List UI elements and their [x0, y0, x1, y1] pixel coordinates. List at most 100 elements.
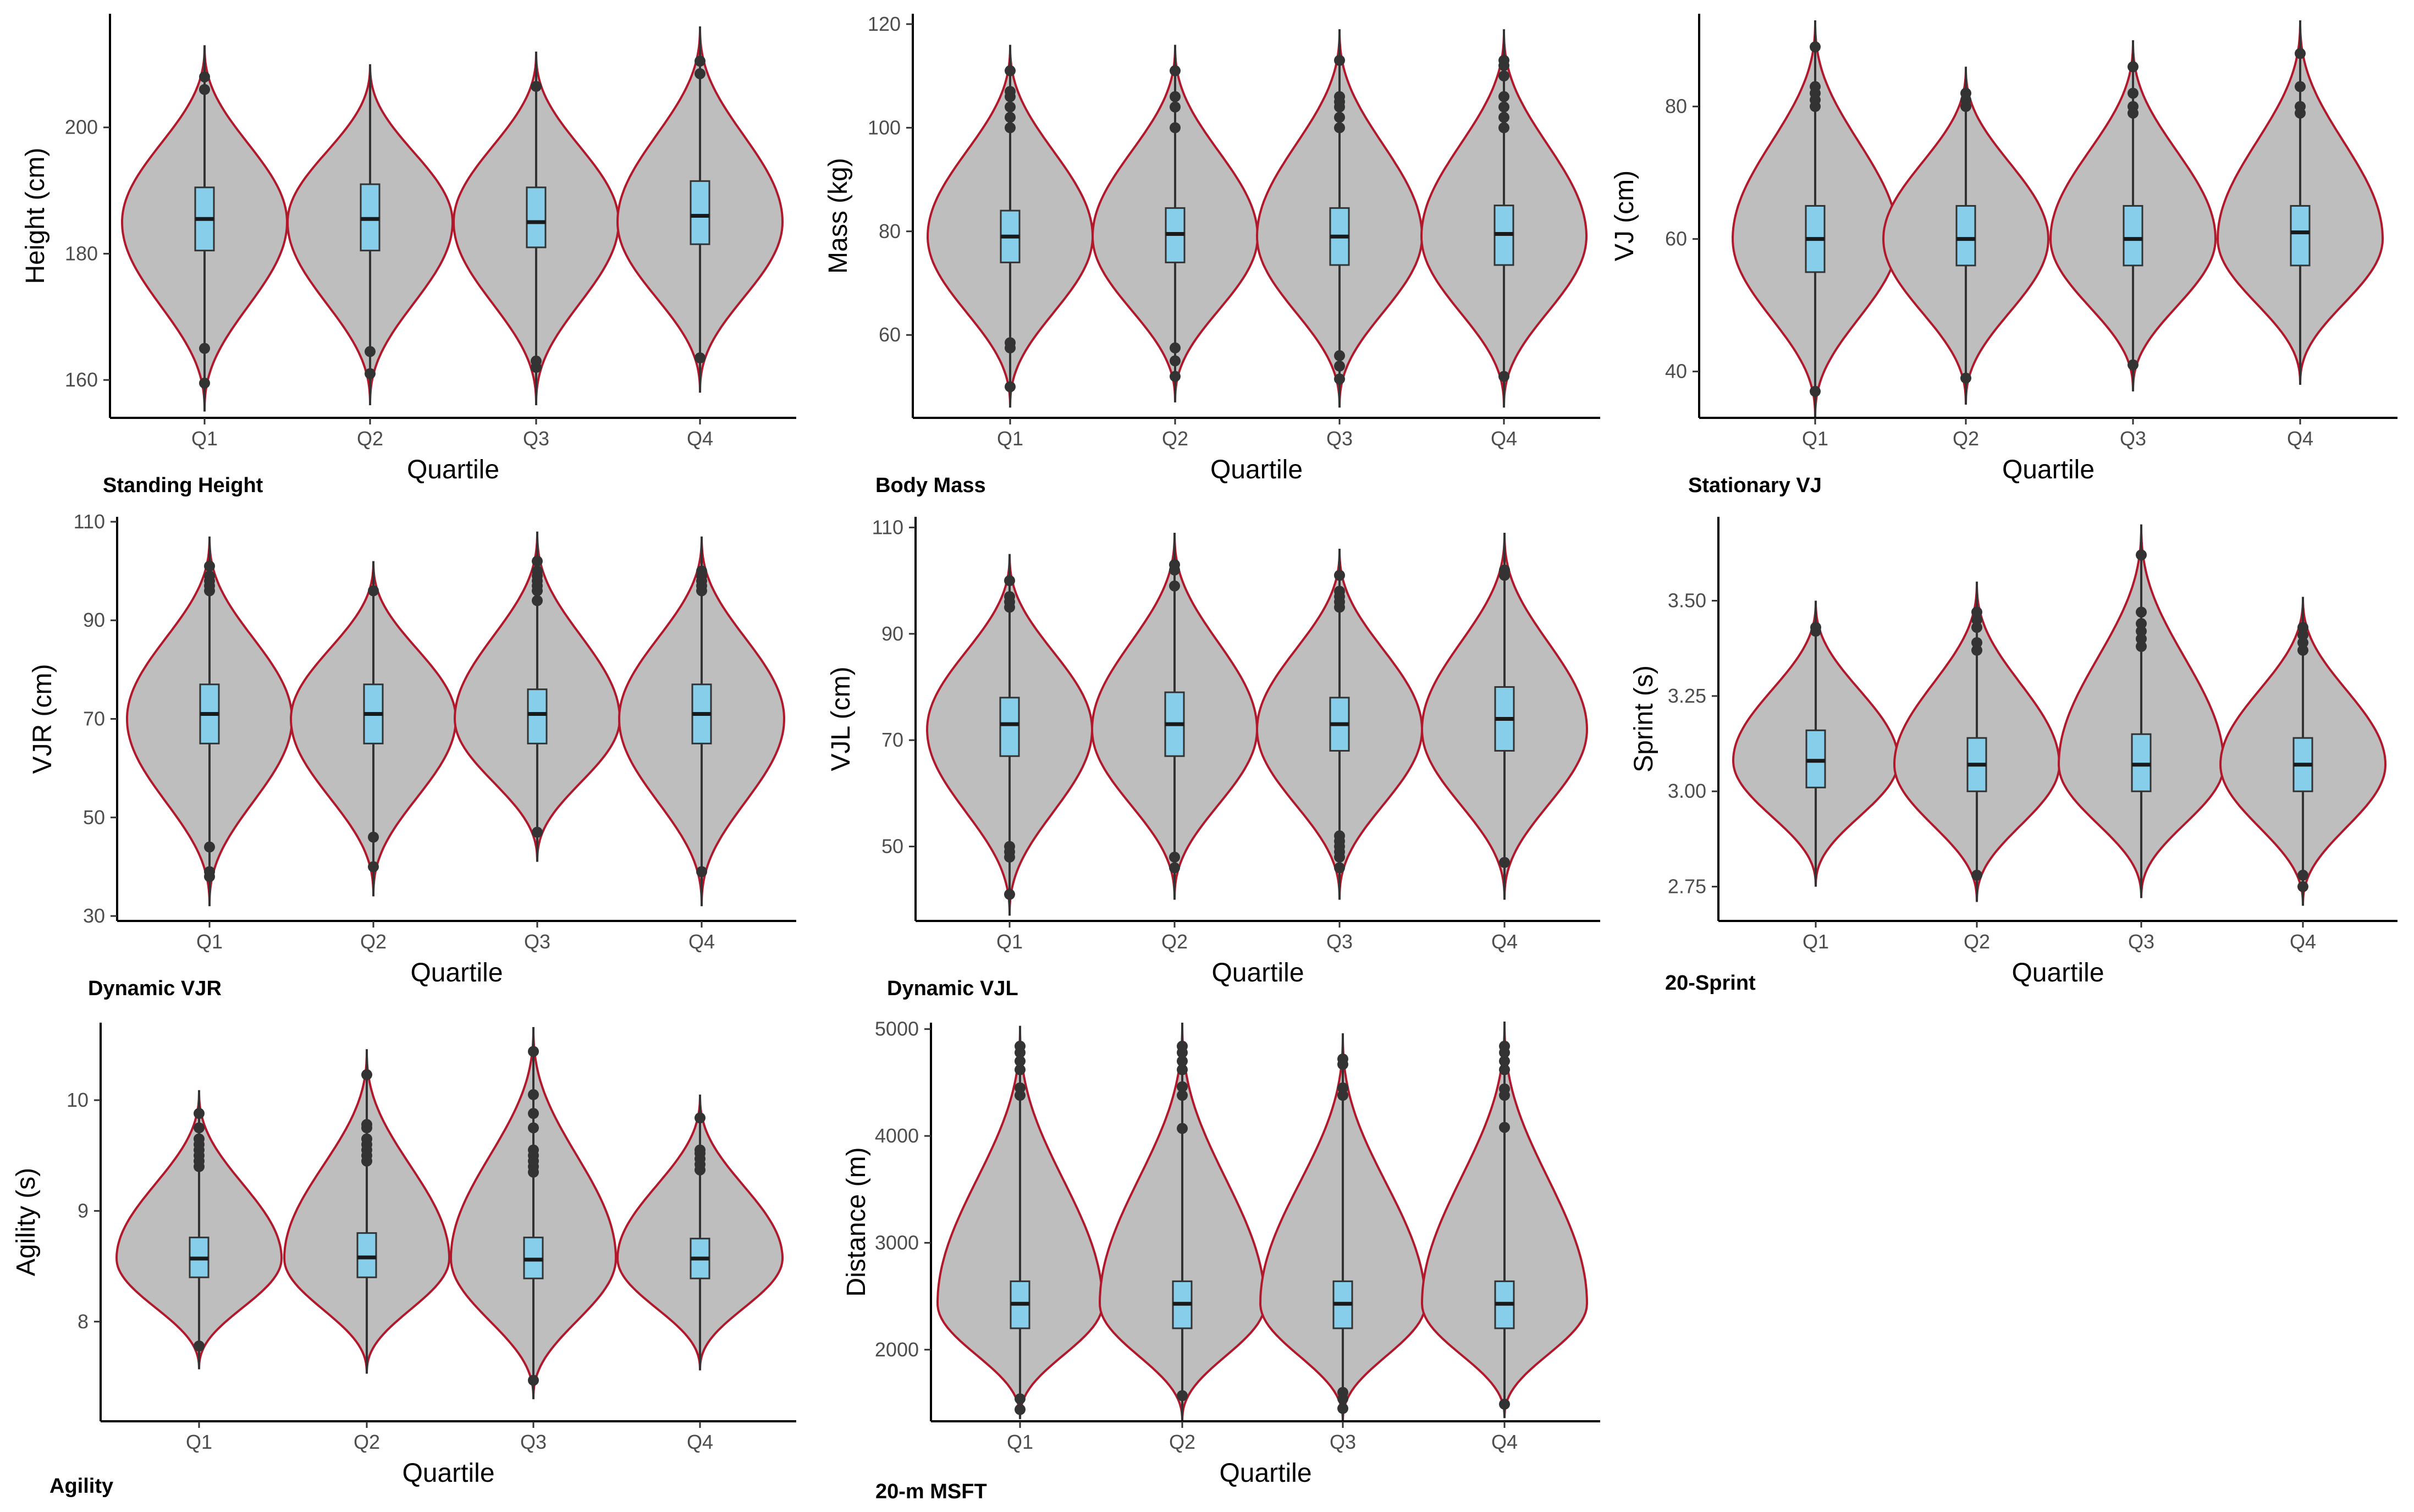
x-tick-label: Q2	[357, 427, 383, 450]
x-tick-label: Q1	[1803, 930, 1829, 953]
outlier-point	[2136, 618, 2147, 630]
x-tick-label: Q4	[2290, 930, 2316, 953]
y-tick-label: 50	[83, 806, 105, 829]
outlier-point	[1015, 1040, 1026, 1052]
x-tick-label: Q3	[523, 427, 549, 450]
y-tick-label: 5000	[875, 1018, 919, 1040]
outlier-point	[368, 831, 379, 843]
outlier-point	[528, 1375, 539, 1386]
outlier-point	[532, 595, 543, 606]
x-tick-label: Q4	[688, 930, 715, 953]
y-tick-label: 110	[872, 516, 903, 538]
x-tick-label: Q3	[2120, 427, 2146, 450]
panel-caption: Dynamic VJL	[887, 977, 1018, 1000]
outlier-point	[1337, 1387, 1348, 1398]
outlier-point	[1170, 371, 1181, 382]
y-tick-label: 70	[83, 708, 105, 730]
x-tick-label: Q2	[360, 930, 387, 953]
y-tick-label: 160	[65, 368, 98, 391]
outlier-point	[199, 343, 210, 354]
y-tick-label: 9	[78, 1199, 89, 1222]
outlier-point	[1971, 637, 1982, 648]
outlier-point	[1015, 1393, 1026, 1405]
outlier-point	[1169, 559, 1180, 571]
outlier-point	[1810, 622, 1821, 633]
outlier-point	[1971, 644, 1982, 656]
x-tick-label: Q3	[524, 930, 550, 953]
outlier-point	[1334, 122, 1345, 134]
y-tick-label: 70	[881, 729, 903, 751]
outlier-point	[695, 68, 706, 80]
x-axis-title: Quartile	[402, 1459, 494, 1488]
x-axis-title: Quartile	[1211, 958, 1304, 987]
outlier-point	[1498, 91, 1509, 102]
x-tick-label: Q2	[1161, 930, 1188, 953]
y-tick-label: 60	[879, 323, 901, 346]
outlier-point	[528, 1108, 539, 1119]
outlier-point	[2297, 644, 2308, 656]
outlier-point	[194, 1108, 205, 1119]
outlier-point	[1499, 564, 1510, 576]
outlier-point	[1170, 65, 1181, 76]
x-tick-label: Q4	[1491, 1431, 1518, 1453]
x-tick-label: Q3	[1326, 427, 1353, 450]
outlier-point	[204, 560, 215, 572]
outlier-point	[1499, 1040, 1510, 1052]
outlier-point	[1170, 91, 1181, 102]
box-q3	[526, 186, 547, 249]
outlier-point	[2128, 359, 2139, 371]
x-tick-label: Q1	[1007, 1431, 1033, 1453]
outlier-point	[2295, 81, 2306, 92]
box-q2	[1955, 205, 1976, 267]
x-tick-label: Q2	[1964, 930, 1990, 953]
panel-20m-msft: 2000 3000 4000 5000 Q1 Q2 Q3 Q4 Quartile Distance…	[842, 1018, 1600, 1503]
outlier-point	[1337, 1403, 1348, 1414]
outlier-point	[1971, 606, 1982, 618]
box-q4	[690, 180, 710, 245]
outlier-point	[204, 866, 215, 878]
outlier-point	[2297, 622, 2308, 633]
panel-caption: Standing Height	[103, 474, 263, 497]
outlier-point	[365, 368, 376, 379]
panel-dynamic-vjr: 30 50 70 90 110 Q1 Q2 Q3 Q4 Quartile VJR (cm) Dynam…	[28, 510, 796, 1000]
outlier-point	[1170, 122, 1181, 134]
x-tick-label: Q4	[1491, 427, 1517, 450]
panel-caption: 20-Sprint	[1665, 972, 1756, 995]
outlier-point	[1498, 122, 1509, 134]
x-axis-title: Quartile	[2011, 958, 2104, 987]
outlier-point	[199, 377, 210, 389]
outlier-point	[1170, 342, 1181, 354]
y-tick-label: 3.50	[1668, 589, 1706, 612]
y-tick-label: 2000	[875, 1338, 919, 1361]
outlier-point	[1499, 1064, 1510, 1075]
outlier-point	[1015, 1082, 1026, 1094]
x-tick-label: Q1	[1802, 427, 1828, 450]
box-q3	[2123, 205, 2143, 267]
outlier-point	[361, 1133, 372, 1145]
outlier-point	[1498, 112, 1509, 123]
outlier-point	[695, 1112, 706, 1124]
x-tick-label: Q1	[191, 427, 218, 450]
outlier-point	[1005, 112, 1016, 123]
outlier-point	[1334, 360, 1345, 372]
x-axis-title: Quartile	[407, 455, 499, 484]
outlier-point	[1177, 1040, 1188, 1052]
y-tick-label: 3.25	[1668, 685, 1706, 707]
y-axis-title: Mass (kg)	[824, 158, 853, 274]
x-tick-label: Q4	[2287, 427, 2313, 450]
outlier-point	[1005, 86, 1016, 97]
x-tick-label: Q2	[354, 1431, 380, 1453]
outlier-point	[2128, 87, 2139, 99]
x-tick-label: Q3	[1330, 1431, 1356, 1453]
y-tick-label: 40	[1665, 360, 1687, 383]
outlier-point	[1337, 1053, 1348, 1065]
outlier-point	[2136, 549, 2147, 561]
x-tick-label: Q2	[1162, 427, 1188, 450]
outlier-point	[1004, 575, 1015, 587]
y-tick-label: 80	[1665, 95, 1687, 118]
outlier-point	[1960, 87, 1971, 99]
x-tick-label: Q3	[520, 1431, 547, 1453]
outlier-point	[1334, 586, 1345, 597]
outlier-point	[1334, 373, 1345, 385]
